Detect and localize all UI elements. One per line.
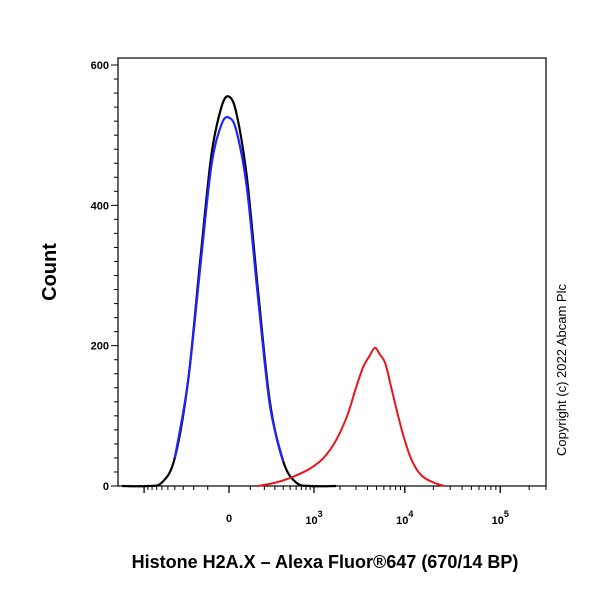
y-tick-label: 0 — [103, 481, 109, 493]
y-tick-label: 600 — [91, 60, 109, 72]
x-axis-title: Histone H2A.X – Alexa Fluor®647 (670/14 … — [132, 552, 519, 572]
series-layer — [122, 95, 445, 488]
y-axis: 0 200 400 600 — [91, 60, 118, 493]
y-tick-label: 200 — [91, 341, 109, 353]
series-line-2 — [257, 346, 445, 487]
x-axis: 0 103 104 105 — [143, 486, 547, 527]
y-axis-title: Count — [39, 243, 61, 301]
x-tick-label: 104 — [396, 509, 413, 527]
copyright-annotation: Copyright (c) 2022 Abcam Plc — [554, 284, 569, 456]
x-tick-label: 105 — [492, 509, 509, 527]
series-line-0 — [122, 95, 337, 488]
x-tick-label: 103 — [305, 509, 322, 527]
series-line-1 — [173, 116, 285, 462]
x-tick-label: 0 — [226, 513, 232, 525]
y-tick-label: 400 — [91, 200, 109, 212]
